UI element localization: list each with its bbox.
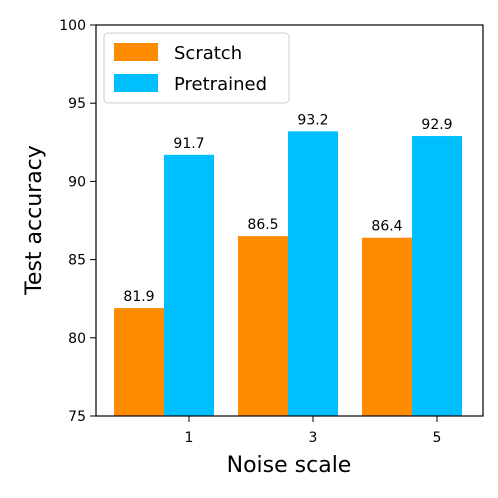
legend-label-pretrained: Pretrained	[174, 74, 267, 95]
bars-layer	[114, 131, 462, 417]
bar-pretrained-5	[412, 136, 462, 416]
bar-scratch-1	[114, 308, 164, 416]
legend-swatch-pretrained	[114, 74, 158, 92]
data-labels-layer: 81.9 91.7 86.5 93.2 86.4 92.9	[123, 112, 452, 305]
bar-scratch-5	[362, 237, 412, 416]
y-tick-label: 100	[59, 18, 86, 34]
x-axis-title: Noise scale	[227, 453, 352, 478]
x-tick-label: 1	[185, 430, 194, 446]
bar-pretrained-1	[164, 154, 214, 416]
y-axis: 75 80 85 90 95 100	[59, 18, 96, 425]
data-label-scratch-5: 86.4	[371, 219, 402, 235]
data-label-pretrained-3: 93.2	[297, 112, 328, 128]
x-axis: 1 3 5	[185, 416, 442, 446]
data-label-pretrained-1: 91.7	[173, 136, 204, 152]
data-label-scratch-3: 86.5	[247, 217, 278, 233]
x-tick-label: 3	[309, 430, 318, 446]
plot-frame	[95, 24, 484, 417]
y-tick-label: 75	[68, 409, 86, 425]
data-label-scratch-1: 81.9	[123, 289, 154, 305]
bar-pretrained-3	[288, 131, 338, 417]
y-axis-title: Test accuracy	[22, 145, 47, 296]
bar-scratch-3	[238, 236, 288, 416]
y-tick-label: 85	[68, 253, 86, 269]
x-tick-label: 5	[433, 430, 442, 446]
y-tick-label: 80	[68, 331, 86, 347]
legend-swatch-scratch	[114, 43, 158, 61]
legend-label-scratch: Scratch	[174, 43, 242, 64]
legend: Scratch Pretrained	[103, 32, 290, 104]
y-tick-label: 95	[68, 96, 86, 112]
data-label-pretrained-5: 92.9	[421, 117, 452, 133]
y-tick-label: 90	[68, 174, 86, 190]
